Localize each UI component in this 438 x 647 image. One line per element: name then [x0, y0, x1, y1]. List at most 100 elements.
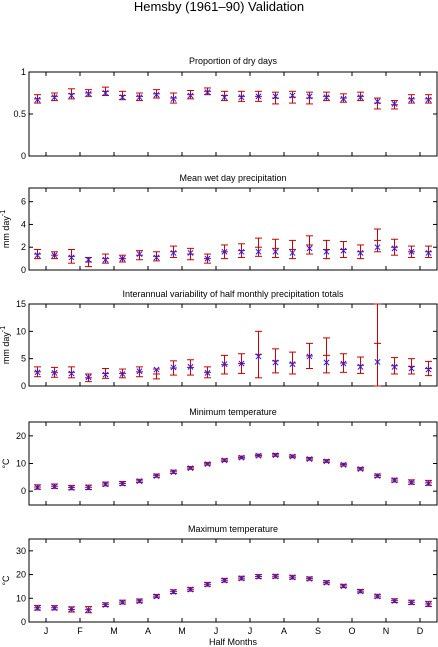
chart-panel-3: Interannual variability of half monthly …: [0, 289, 438, 391]
modelled-point: [34, 605, 41, 611]
modelled-marker-stroke: [170, 469, 177, 476]
modelled-marker-stroke: [391, 363, 398, 370]
modelled-marker-stroke: [408, 248, 415, 255]
modelled-marker-stroke: [425, 249, 432, 256]
modelled-point: [391, 100, 398, 107]
modelled-point: [306, 245, 313, 252]
modelled-point: [374, 593, 381, 600]
modelled-marker-stroke: [51, 94, 58, 101]
modelled-point: [289, 453, 296, 460]
modelled-marker-stroke: [85, 606, 92, 613]
modelled-marker-stroke: [425, 366, 432, 373]
modelled-marker-stroke: [68, 254, 75, 261]
modelled-marker-stroke: [289, 453, 296, 460]
modelled-marker-stroke: [204, 369, 211, 376]
modelled-marker-stroke: [136, 251, 143, 258]
modelled-point: [51, 483, 58, 490]
modelled-marker-stroke: [85, 374, 92, 381]
modelled-point: [374, 472, 381, 479]
modelled-marker-stroke: [102, 601, 109, 608]
modelled-marker-stroke: [170, 364, 177, 371]
modelled-marker-stroke: [340, 583, 347, 590]
modelled-marker-stroke: [306, 575, 313, 582]
modelled-point: [340, 583, 347, 590]
modelled-point: [306, 456, 313, 463]
modelled-point: [136, 368, 143, 375]
modelled-marker-stroke: [136, 368, 143, 375]
modelled-marker-stroke: [238, 94, 245, 101]
y-tick-label: 0: [21, 486, 26, 496]
modelled-marker-stroke: [391, 477, 398, 484]
modelled-marker-stroke: [272, 452, 279, 459]
modelled-marker-stroke: [289, 361, 296, 368]
modelled-marker-stroke: [255, 93, 262, 100]
y-axis-label: °C: [1, 458, 11, 469]
modelled-marker-stroke: [136, 94, 143, 101]
modelled-marker-stroke: [340, 360, 347, 367]
modelled-point: [136, 598, 143, 605]
y-axis-label: mm day-1: [0, 210, 11, 248]
modelled-marker-stroke: [119, 480, 126, 487]
modelled-point: [34, 484, 41, 491]
modelled-point: [204, 461, 211, 468]
modelled-point: [153, 254, 160, 261]
modelled-marker-stroke: [153, 472, 160, 479]
modelled-point: [85, 256, 92, 263]
modelled-point: [119, 599, 126, 606]
modelled-marker-stroke: [170, 588, 177, 595]
modelled-marker-stroke: [221, 94, 228, 101]
modelled-point: [187, 363, 194, 370]
modelled-marker-stroke: [408, 599, 415, 606]
modelled-point: [221, 94, 228, 101]
modelled-point: [85, 606, 92, 613]
axes-frame: [28, 187, 438, 271]
modelled-marker-stroke: [357, 363, 364, 370]
modelled-marker-stroke: [221, 361, 228, 368]
x-tick-label: J: [44, 626, 49, 636]
modelled-point: [425, 601, 432, 608]
modelled-marker-stroke: [255, 573, 262, 580]
y-tick-label: 4: [21, 219, 26, 229]
chart-panel-5: Maximum temperature 0 10 20 30 °C: [1, 524, 438, 627]
panel-title: Interannual variability of half monthly …: [122, 289, 344, 299]
modelled-point: [289, 574, 296, 581]
modelled-marker-stroke: [153, 254, 160, 261]
modelled-point: [68, 484, 75, 491]
modelled-point: [170, 588, 177, 595]
modelled-point: [357, 466, 364, 472]
modelled-marker-stroke: [170, 249, 177, 256]
x-tick-label: D: [417, 626, 424, 636]
modelled-marker-stroke: [408, 479, 415, 486]
modelled-point: [85, 374, 92, 381]
modelled-point: [272, 573, 279, 580]
modelled-marker-stroke: [204, 581, 211, 588]
x-tick-label: J: [248, 626, 253, 636]
modelled-marker-stroke: [255, 248, 262, 255]
modelled-point: [102, 481, 109, 488]
panel-title: Mean wet day precipitation: [179, 173, 286, 183]
modelled-point: [272, 359, 279, 366]
modelled-point: [408, 96, 415, 103]
modelled-point: [340, 360, 347, 367]
modelled-point: [374, 358, 381, 365]
y-tick-label: 10: [16, 459, 26, 469]
modelled-point: [119, 371, 126, 377]
modelled-marker-stroke: [68, 92, 75, 99]
y-tick-label: 0: [21, 617, 26, 627]
modelled-point: [204, 255, 211, 262]
modelled-marker-stroke: [34, 252, 41, 259]
modelled-marker-stroke: [51, 605, 58, 611]
y-tick-label: 10: [16, 593, 26, 603]
modelled-point: [204, 581, 211, 588]
modelled-marker-stroke: [187, 465, 194, 472]
modelled-point: [153, 366, 160, 373]
modelled-marker-stroke: [204, 255, 211, 262]
modelled-marker-stroke: [391, 597, 398, 604]
y-axis-label-superscript: -1: [0, 326, 7, 332]
modelled-marker-stroke: [238, 360, 245, 367]
y-tick-label: 1: [21, 67, 26, 77]
modelled-point: [323, 94, 330, 101]
modelled-point: [34, 252, 41, 259]
modelled-point: [238, 454, 245, 461]
